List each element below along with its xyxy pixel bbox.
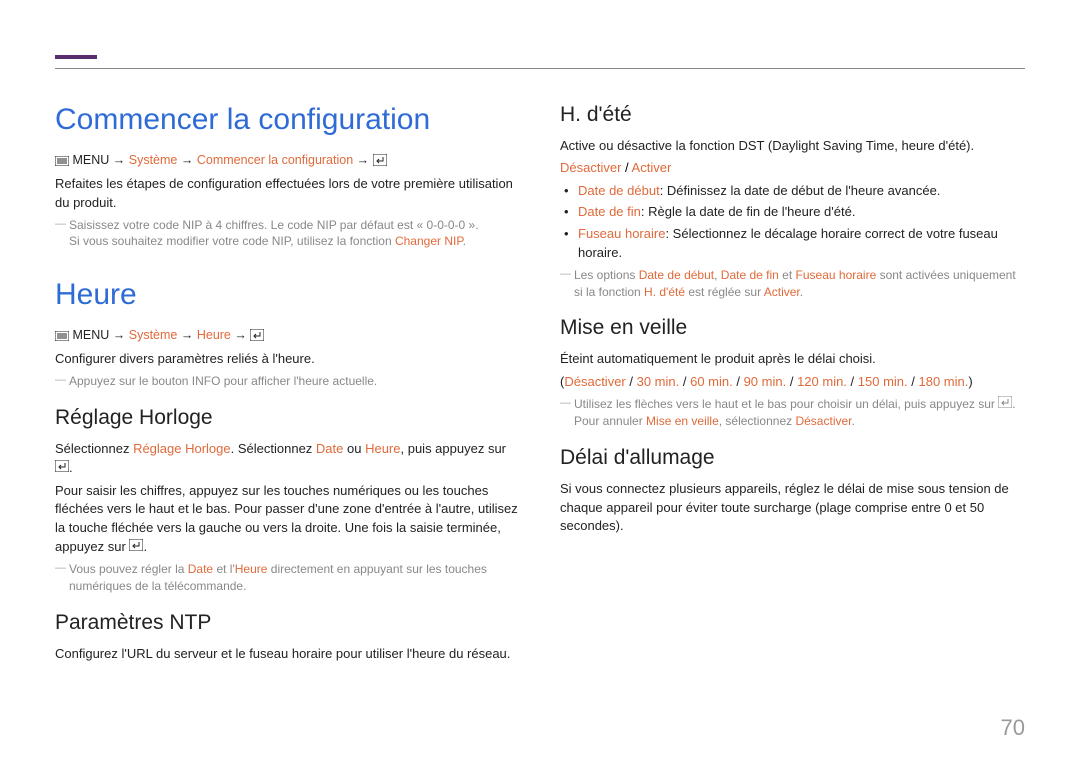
t: . (800, 285, 803, 299)
nav-menu-text: MENU (72, 153, 109, 167)
sep: / (621, 160, 631, 175)
body-text: Active ou désactive la fonction DST (Day… (560, 137, 1025, 156)
hl: Heure (365, 441, 400, 456)
opt: 30 min. (637, 374, 680, 389)
hl: Date de début (639, 268, 714, 282)
page-number: 70 (1001, 715, 1025, 741)
t: Les options (574, 268, 639, 282)
opt: 180 min. (919, 374, 969, 389)
t: : Définissez la date de début de l'heure… (660, 183, 941, 198)
hl: Date (316, 441, 343, 456)
t: Pour saisir les chiffres, appuyez sur le… (55, 483, 518, 555)
t: Vous pouvez régler la (69, 562, 188, 576)
opt: Désactiver (560, 160, 621, 175)
note-text: . (463, 234, 466, 248)
left-column: Commencer la configuration MENU → Systèm… (55, 97, 520, 667)
opt: 120 min. (797, 374, 847, 389)
t: . Sélectionnez (231, 441, 316, 456)
body-text: Refaites les étapes de configuration eff… (55, 175, 520, 213)
heading-mise-veille: Mise en veille (560, 316, 1025, 340)
options-dst: Désactiver / Activer (560, 160, 1025, 175)
list-item: Date de début: Définissez la date de déb… (578, 181, 1025, 201)
nav-systeme: Système (129, 153, 178, 167)
heading-heure: Heure (55, 278, 520, 312)
body-text: Configurer divers paramètres reliés à l'… (55, 350, 520, 369)
nav-systeme: Système (129, 328, 178, 342)
hl: Fuseau horaire (578, 226, 665, 241)
t: . (69, 460, 73, 475)
t: Utilisez les flèches vers le haut et le … (574, 397, 998, 411)
note-1: Saisissez votre code NIP à 4 chiffres. L… (55, 217, 520, 251)
enter-icon (373, 154, 387, 169)
heading-commencer: Commencer la configuration (55, 103, 520, 137)
note-bold: INFO (192, 374, 221, 388)
nav-path-1: MENU → Système → Commencer la configurat… (55, 153, 520, 169)
list-item: Fuseau horaire: Sélectionnez le décalage… (578, 224, 1025, 263)
enter-icon (250, 329, 264, 344)
list-item: Date de fin: Règle la date de fin de l'h… (578, 202, 1025, 222)
t: . (143, 539, 147, 554)
accent-bar (55, 55, 97, 59)
t: Sélectionnez (55, 441, 133, 456)
hl: Heure (235, 562, 268, 576)
hl: Date (188, 562, 213, 576)
body-text: Pour saisir les chiffres, appuyez sur le… (55, 482, 520, 557)
note-2: Appuyez sur le bouton INFO pour afficher… (55, 373, 520, 390)
hl: Fuseau horaire (796, 268, 877, 282)
hl: Réglage Horloge (133, 441, 231, 456)
nav-menu-text: MENU (72, 328, 109, 342)
t: , (714, 268, 721, 282)
note-3: Vous pouvez régler la Date et l'Heure di… (55, 561, 520, 595)
nav-path-2: MENU → Système → Heure → (55, 328, 520, 344)
hl: Désactiver (795, 414, 851, 428)
t: ou (343, 441, 365, 456)
options-sleep: (Désactiver / 30 min. / 60 min. / 90 min… (560, 373, 1025, 392)
note-dst: Les options Date de début, Date de fin e… (560, 267, 1025, 301)
heading-reglage-horloge: Réglage Horloge (55, 406, 520, 430)
hl: Activer (764, 285, 800, 299)
opt: Désactiver (564, 374, 625, 389)
hl: Date de fin (721, 268, 779, 282)
note-text: Si vous souhaitez modifier votre code NI… (69, 234, 395, 248)
body-text: Si vous connectez plusieurs appareils, r… (560, 480, 1025, 537)
enter-icon (129, 539, 143, 554)
t: et (779, 268, 796, 282)
bullet-list: Date de début: Définissez la date de déb… (560, 181, 1025, 263)
body-text: Configurez l'URL du serveur et le fuseau… (55, 645, 520, 664)
enter-icon (998, 397, 1012, 411)
t: , puis appuyez sur (401, 441, 507, 456)
note-text: Saisissez votre code NIP à 4 chiffres. L… (69, 218, 479, 232)
hl: Mise en veille (646, 414, 719, 428)
heading-delai-allumage: Délai d'allumage (560, 446, 1025, 470)
note-sleep: Utilisez les flèches vers le haut et le … (560, 396, 1025, 430)
t: ) (968, 374, 972, 389)
note-text: Appuyez sur le bouton (69, 374, 192, 388)
nav-commencer: Commencer la configuration (197, 153, 353, 167)
t: et l' (213, 562, 235, 576)
hl: H. d'été (644, 285, 685, 299)
hl: Date de début (578, 183, 660, 198)
opt: 60 min. (690, 374, 733, 389)
body-text: Éteint automatiquement le produit après … (560, 350, 1025, 369)
opt: 150 min. (858, 374, 908, 389)
t: , sélectionnez (719, 414, 796, 428)
t: . (852, 414, 855, 428)
opt: Activer (632, 160, 672, 175)
note-text: pour afficher l'heure actuelle. (220, 374, 377, 388)
top-rule (55, 68, 1025, 69)
heading-hdete: H. d'été (560, 103, 1025, 127)
opt: 90 min. (744, 374, 787, 389)
body-text: Sélectionnez Réglage Horloge. Sélectionn… (55, 440, 520, 478)
hl: Date de fin (578, 204, 641, 219)
nav-heure: Heure (197, 328, 231, 342)
enter-icon (55, 460, 69, 475)
menu-icon (55, 330, 69, 344)
t: est réglée sur (685, 285, 764, 299)
menu-icon (55, 155, 69, 169)
right-column: H. d'été Active ou désactive la fonction… (560, 97, 1025, 667)
heading-ntp: Paramètres NTP (55, 611, 520, 635)
hl-changer-nip: Changer NIP (395, 234, 463, 248)
t: : Règle la date de fin de l'heure d'été. (641, 204, 856, 219)
